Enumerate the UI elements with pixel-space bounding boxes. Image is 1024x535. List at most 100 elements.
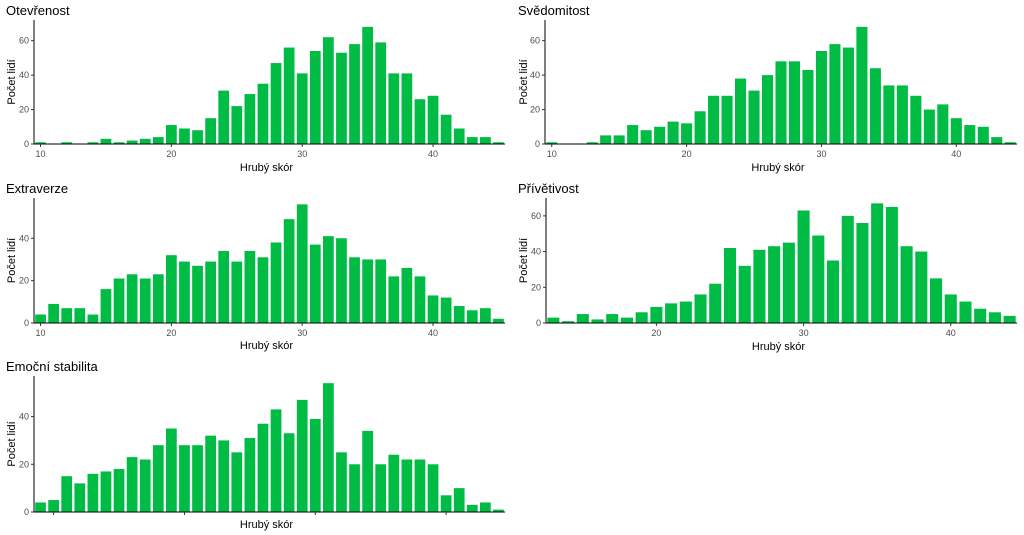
- chart2-bar-20: [681, 123, 693, 144]
- chart5-bar-18: [152, 445, 164, 512]
- chart4-bar-23: [694, 294, 707, 323]
- chart1-bar-18: [139, 138, 151, 144]
- chart1-bar-43: [466, 137, 478, 144]
- chart5-bar-31: [323, 383, 334, 512]
- chart3-xtick-label-40: 40: [428, 328, 438, 338]
- chart2-ytick-label-20: 20: [530, 105, 540, 115]
- chart5-ytick-label-40: 40: [19, 412, 29, 422]
- chart1-bar-21: [179, 128, 190, 144]
- chart3-ytick-label-20: 20: [19, 276, 29, 286]
- chart4-title: Přívětivost: [518, 181, 579, 196]
- chart2-bar-33: [856, 26, 868, 144]
- chart3-bar-27: [257, 257, 269, 323]
- chart-extraverze: Extraverze 0 20 40 10 20 30 40 Hrubý skór Počet l…: [6, 181, 505, 352]
- chart3-bar-39: [414, 276, 426, 323]
- chart5-bar-12: [74, 483, 86, 512]
- chart5-bar-16: [126, 457, 138, 512]
- chart1-xtick-label-40: 40: [428, 149, 438, 159]
- chart4-bar-19: [635, 312, 648, 323]
- chart5-bar-39: [427, 464, 439, 512]
- chart4-ytick-label-0: 0: [536, 318, 541, 328]
- chart2-bar-41: [964, 125, 976, 144]
- chart3-bar-34: [349, 257, 360, 323]
- panel-otevrenost: Otevřenost 0 20 40 60 10 20 30 40 Hrubý skór Počet…: [0, 0, 512, 178]
- chart3-bar-43: [466, 310, 478, 323]
- chart1-bar-41: [440, 114, 452, 144]
- chart4-bar-25: [723, 248, 737, 323]
- chart5-bar-23: [218, 440, 230, 512]
- chart3-ytick-label-0: 0: [24, 318, 29, 328]
- chart3-bar-38: [401, 267, 413, 323]
- chart1-bar-42: [453, 128, 465, 144]
- chart4-bar-42: [974, 308, 987, 323]
- chart5-bar-19: [166, 428, 177, 512]
- chart4-bar-27: [753, 249, 766, 323]
- chart3-bar-26: [244, 250, 256, 323]
- chart4-bar-33: [841, 215, 854, 323]
- chart4-bar-20: [650, 306, 663, 323]
- chart4-xlabel: Hrubý skór: [752, 341, 806, 353]
- chart2-ytick-label-60: 60: [530, 36, 540, 46]
- chart2-xtick-label-30: 30: [816, 149, 826, 159]
- chart4-bar-13: [547, 317, 560, 323]
- chart4-bar-18: [620, 317, 633, 323]
- chart5-bar-32: [336, 452, 347, 512]
- chart5-bar-35: [375, 464, 387, 512]
- chart5-bar-40: [440, 495, 452, 512]
- chart2-bar-18: [654, 126, 666, 144]
- chart4-bar-17: [606, 314, 619, 323]
- chart1-ytick-label-40: 40: [19, 70, 29, 80]
- chart1-bar-37: [388, 73, 400, 144]
- chart4-bar-15: [576, 314, 589, 323]
- chart5-bar-14: [100, 471, 112, 512]
- chart4-xtick-label-30: 30: [799, 328, 809, 338]
- chart3-bar-25: [231, 261, 243, 323]
- chart5-bar-41: [453, 488, 465, 512]
- chart4-bar-28: [768, 246, 781, 323]
- chart1-bar-32: [323, 37, 334, 144]
- chart2-bar-22: [708, 95, 720, 144]
- chart3-bar-19: [152, 274, 164, 323]
- chart5-bar-15: [113, 469, 125, 512]
- chart1-bar-36: [375, 42, 387, 144]
- chart3-bar-42: [453, 306, 465, 323]
- chart3-xtick-label-30: 30: [297, 328, 307, 338]
- chart1-bar-38: [401, 73, 413, 144]
- chart5-bar-10: [48, 500, 59, 512]
- chart2-bar-16: [627, 125, 639, 144]
- chart2-bar-35: [883, 85, 895, 144]
- chart2-bar-25: [748, 90, 760, 144]
- chart4-bar-41: [959, 301, 972, 323]
- chart1-bar-40: [427, 95, 439, 144]
- chart3-bar-28: [270, 242, 282, 323]
- chart2-bar-30: [815, 51, 827, 144]
- chart5-bar-43: [480, 502, 491, 512]
- chart1-bar-17: [126, 140, 138, 144]
- chart4-bar-16: [591, 319, 604, 323]
- chart2-xtick-label-10: 10: [547, 149, 557, 159]
- panel-extraverze: Extraverze 0 20 40 10 20 30 40 Hrubý skór Počet l…: [0, 178, 512, 356]
- chart1-bar-10: [35, 142, 46, 144]
- chart2-bar-34: [869, 68, 881, 144]
- chart4-ylabel: Počet lidí: [518, 238, 530, 283]
- chart2-bar-15: [613, 135, 625, 144]
- chart5-bar-36: [388, 454, 400, 512]
- chart5-bar-33: [349, 464, 360, 512]
- chart-otevrenost: Otevřenost 0 20 40 60 10 20 30 40 Hrubý skór Počet…: [6, 3, 505, 174]
- chart4-bar-39: [930, 278, 943, 323]
- chart5-bar-30: [309, 418, 321, 512]
- chart1-bar-34: [349, 44, 360, 144]
- chart4-ytick-label-40: 40: [531, 247, 541, 257]
- chart2-bar-32: [842, 47, 854, 145]
- chart3-bar-35: [362, 259, 373, 323]
- chart3-bar-44: [480, 308, 491, 323]
- chart1-bar-39: [414, 99, 426, 144]
- chart2-bar-40: [950, 118, 962, 144]
- chart2-bar-28: [788, 61, 801, 144]
- chart4-bar-30: [797, 210, 810, 323]
- chart3-xtick-label-10: 10: [36, 328, 46, 338]
- chart-svedomitost: Svědomitost 0 20 40 60 10 20 30 40 Hrubý skór Poče…: [518, 3, 1017, 174]
- chart2-bar-14: [600, 135, 612, 144]
- chart1-bar-27: [257, 83, 269, 144]
- chart4-bar-37: [900, 246, 913, 323]
